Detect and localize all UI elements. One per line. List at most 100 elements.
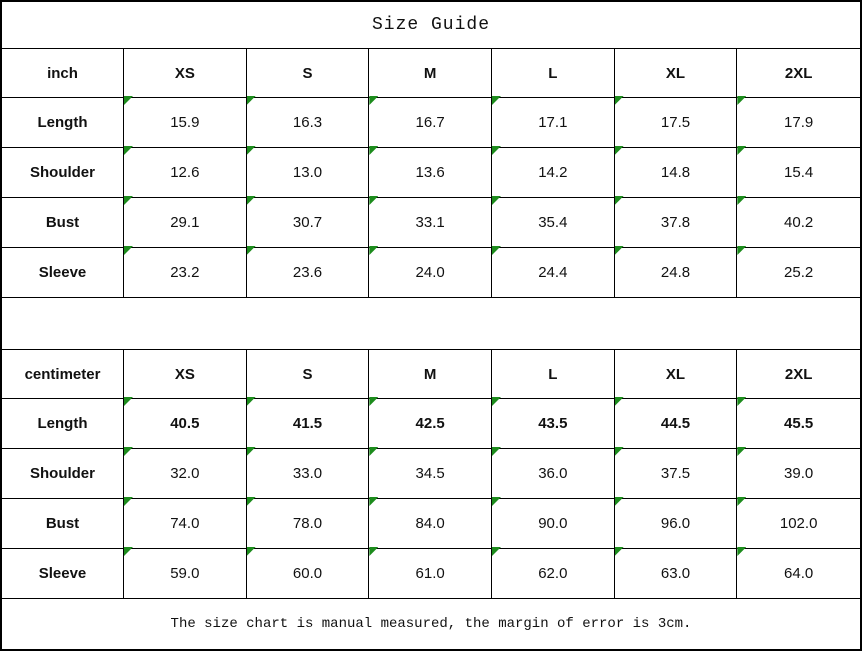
- cell-corner-marker-icon: [614, 96, 624, 105]
- size-header-cell: M: [369, 49, 492, 98]
- size-header-cell: 2XL: [737, 49, 860, 98]
- size-value-cell: 102.0: [737, 497, 860, 549]
- size-value-cell-text: 24.0: [415, 264, 445, 281]
- size-value-cell-text: 84.0: [415, 515, 445, 532]
- size-value-cell: 16.7: [369, 96, 492, 148]
- cell-corner-marker-icon: [369, 146, 379, 155]
- size-value-cell-text: 33.1: [415, 214, 445, 231]
- cell-corner-marker-icon: [737, 246, 747, 255]
- size-header-cell-text: XS: [174, 64, 195, 82]
- size-value-cell: 59.0: [124, 547, 247, 599]
- cell-corner-marker-icon: [491, 96, 501, 105]
- cell-corner-marker-icon: [124, 447, 133, 456]
- cell-corner-marker-icon: [369, 96, 379, 105]
- measure-label-cell: Sleeve: [2, 248, 124, 298]
- cell-corner-marker-icon: [369, 497, 379, 506]
- size-value-cell-text: 23.2: [170, 264, 200, 281]
- size-value-cell-text: 39.0: [784, 465, 814, 482]
- size-header-cell-text: L: [548, 365, 558, 383]
- cell-corner-marker-icon: [246, 196, 256, 205]
- size-value-cell-text: 29.1: [170, 214, 200, 231]
- size-value-cell: 12.6: [124, 146, 247, 198]
- cell-corner-marker-icon: [246, 447, 256, 456]
- cell-corner-marker-icon: [491, 146, 501, 155]
- measure-label-cell-text: Length: [37, 415, 88, 432]
- size-value-cell: 32.0: [124, 447, 247, 499]
- size-value-cell-text: 16.3: [292, 114, 323, 131]
- size-value-cell: 24.0: [369, 246, 492, 298]
- size-value-cell: 30.7: [246, 196, 370, 248]
- size-header-cell: L: [491, 49, 615, 98]
- size-header-cell: XL: [614, 350, 738, 399]
- size-value-cell: 25.2: [737, 246, 860, 298]
- cell-corner-marker-icon: [246, 397, 256, 406]
- cell-corner-marker-icon: [124, 397, 133, 406]
- size-value-cell: 16.3: [246, 96, 370, 148]
- size-header-cell: S: [246, 49, 370, 98]
- footer-note: The size chart is manual measured, the m…: [170, 616, 692, 632]
- size-value-cell-text: 102.0: [779, 515, 818, 532]
- size-value-cell: 14.2: [491, 146, 615, 198]
- cell-corner-marker-icon: [124, 146, 133, 155]
- cell-corner-marker-icon: [614, 246, 624, 255]
- cell-corner-marker-icon: [737, 146, 747, 155]
- size-value-cell: 39.0: [737, 447, 860, 499]
- size-header-cell-text: XL: [665, 64, 686, 82]
- size-value-cell-text: 16.7: [415, 114, 445, 131]
- size-value-cell: 34.5: [369, 447, 492, 499]
- cell-corner-marker-icon: [246, 146, 256, 155]
- size-value-cell: 37.5: [614, 447, 738, 499]
- cell-corner-marker-icon: [246, 497, 256, 506]
- size-value-cell: 43.5: [491, 397, 615, 449]
- measure-label-cell: Length: [2, 399, 124, 449]
- size-value-cell-text: 14.2: [538, 164, 568, 181]
- size-value-cell: 45.5: [737, 397, 860, 449]
- size-value-cell-text: 60.0: [292, 565, 323, 582]
- measure-label-cell-text: Length: [37, 114, 88, 131]
- size-value-cell-text: 24.4: [538, 264, 568, 281]
- size-value-cell-text: 45.5: [784, 415, 814, 432]
- cell-corner-marker-icon: [614, 196, 624, 205]
- cell-corner-marker-icon: [124, 196, 133, 205]
- unit-label-cell: centimeter: [2, 350, 124, 399]
- size-value-cell-text: 32.0: [170, 465, 200, 482]
- size-value-cell: 17.5: [614, 96, 738, 148]
- inch-size-table: inch XS S M L XL 2XL Length 15.9 16.3 16.7 17.1 17.5…: [2, 49, 860, 298]
- cell-corner-marker-icon: [737, 447, 747, 456]
- cell-corner-marker-icon: [491, 196, 501, 205]
- cell-corner-marker-icon: [737, 96, 747, 105]
- measure-label-cell: Bust: [2, 198, 124, 248]
- size-value-cell: 14.8: [614, 146, 738, 198]
- size-header-cell-text: S: [302, 64, 313, 82]
- size-value-cell: 42.5: [369, 397, 492, 449]
- size-value-cell-text: 59.0: [170, 565, 200, 582]
- size-header-cell-text: M: [423, 64, 437, 82]
- size-value-cell-text: 35.4: [538, 214, 568, 231]
- size-value-cell-text: 14.8: [660, 164, 691, 181]
- size-value-cell-text: 74.0: [170, 515, 200, 532]
- size-value-cell: 13.0: [246, 146, 370, 198]
- size-value-cell: 23.6: [246, 246, 370, 298]
- size-header-cell-text: XS: [174, 365, 195, 383]
- size-value-cell-text: 25.2: [784, 264, 814, 281]
- size-value-cell-text: 23.6: [292, 264, 323, 281]
- measure-label-cell-text: Shoulder: [29, 465, 95, 482]
- size-value-cell-text: 63.0: [660, 565, 691, 582]
- size-header-cell-text: XL: [665, 365, 686, 383]
- size-header-cell: 2XL: [737, 350, 860, 399]
- size-value-cell: 35.4: [491, 196, 615, 248]
- size-value-cell: 17.1: [491, 96, 615, 148]
- size-value-cell-text: 13.6: [415, 164, 445, 181]
- cell-corner-marker-icon: [614, 497, 624, 506]
- size-value-cell: 74.0: [124, 497, 247, 549]
- size-header-cell: XS: [124, 350, 247, 399]
- size-value-cell-text: 44.5: [660, 415, 691, 432]
- cell-corner-marker-icon: [369, 196, 379, 205]
- size-value-cell-text: 33.0: [292, 465, 323, 482]
- cell-corner-marker-icon: [614, 397, 624, 406]
- measure-label-cell: Shoulder: [2, 449, 124, 499]
- cell-corner-marker-icon: [614, 146, 624, 155]
- unit-label-cell: inch: [2, 49, 124, 98]
- cell-corner-marker-icon: [246, 96, 256, 105]
- measure-label-cell-text: Sleeve: [38, 565, 87, 582]
